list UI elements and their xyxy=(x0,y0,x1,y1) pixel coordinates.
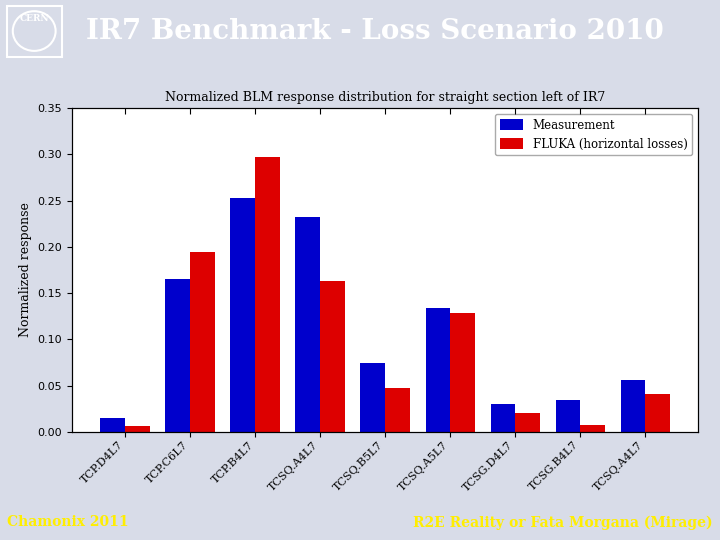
Bar xyxy=(516,414,540,432)
Text: CERN: CERN xyxy=(19,14,49,23)
Title: Normalized BLM response distribution for straight section left of IR7: Normalized BLM response distribution for… xyxy=(165,91,606,104)
Text: R2E Reality or Fata Morgana (Mirage): R2E Reality or Fata Morgana (Mirage) xyxy=(413,515,713,530)
Y-axis label: Normalized response: Normalized response xyxy=(19,202,32,338)
Bar xyxy=(490,404,516,432)
Bar xyxy=(580,424,605,432)
Bar xyxy=(230,198,255,432)
Bar xyxy=(295,217,320,432)
Bar xyxy=(361,362,385,432)
Legend: Measurement, FLUKA (horizontal losses): Measurement, FLUKA (horizontal losses) xyxy=(495,114,693,156)
Bar xyxy=(621,380,645,432)
Bar xyxy=(125,426,150,432)
Bar xyxy=(166,279,190,432)
Text: Chamonix 2011: Chamonix 2011 xyxy=(7,516,129,529)
Bar xyxy=(320,281,345,432)
Bar xyxy=(426,308,450,432)
Bar xyxy=(101,418,125,432)
Bar xyxy=(450,313,475,432)
Bar xyxy=(190,252,215,432)
Bar xyxy=(385,388,410,432)
Bar xyxy=(255,157,280,432)
Text: IR7 Benchmark - Loss Scenario 2010: IR7 Benchmark - Loss Scenario 2010 xyxy=(86,17,663,45)
Bar xyxy=(556,400,580,432)
Bar xyxy=(645,394,670,432)
